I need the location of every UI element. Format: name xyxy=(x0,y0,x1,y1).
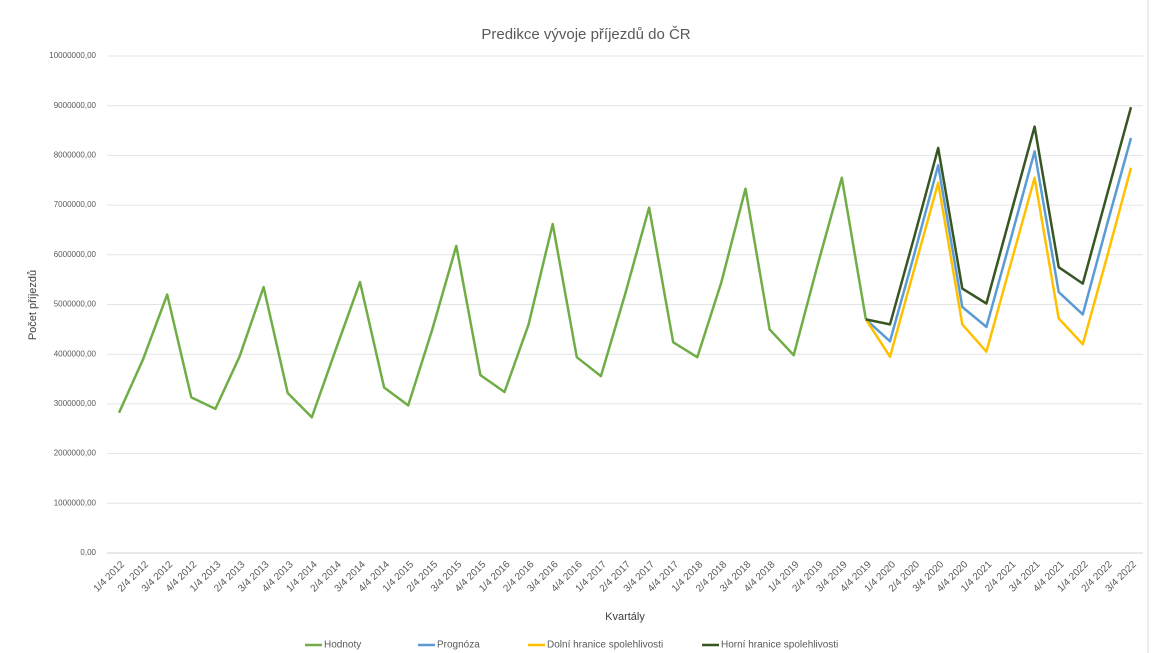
y-tick-label: 1000000,00 xyxy=(54,498,97,507)
legend-label: Hodnoty xyxy=(324,640,361,651)
y-tick-label: 9000000,00 xyxy=(54,101,97,110)
legend-label: Prognóza xyxy=(437,640,480,651)
y-tick-label: 2000000,00 xyxy=(54,449,97,458)
legend-label: Dolní hranice spolehlivosti xyxy=(547,640,663,651)
y-tick-label: 4000000,00 xyxy=(54,349,97,358)
series-line xyxy=(864,167,1133,358)
y-tick-label: 0,00 xyxy=(80,548,96,557)
y-tick-label: 7000000,00 xyxy=(54,200,97,209)
y-tick-label: 3000000,00 xyxy=(54,399,97,408)
series-line xyxy=(865,106,1133,326)
legend-label: Horní hranice spolehlivosti xyxy=(721,640,838,651)
y-tick-label: 8000000,00 xyxy=(54,151,97,160)
chart-title: Predikce vývoje příjezdů do ČR xyxy=(481,26,690,43)
series-line xyxy=(865,137,1133,343)
series-line xyxy=(117,176,868,419)
y-tick-label: 6000000,00 xyxy=(54,250,97,259)
x-axis-title: Kvartály xyxy=(605,611,645,623)
y-axis-title: Počet příjezdů xyxy=(27,270,39,340)
y-tick-label: 5000000,00 xyxy=(54,300,97,309)
y-tick-label: 10000000,00 xyxy=(49,51,96,60)
